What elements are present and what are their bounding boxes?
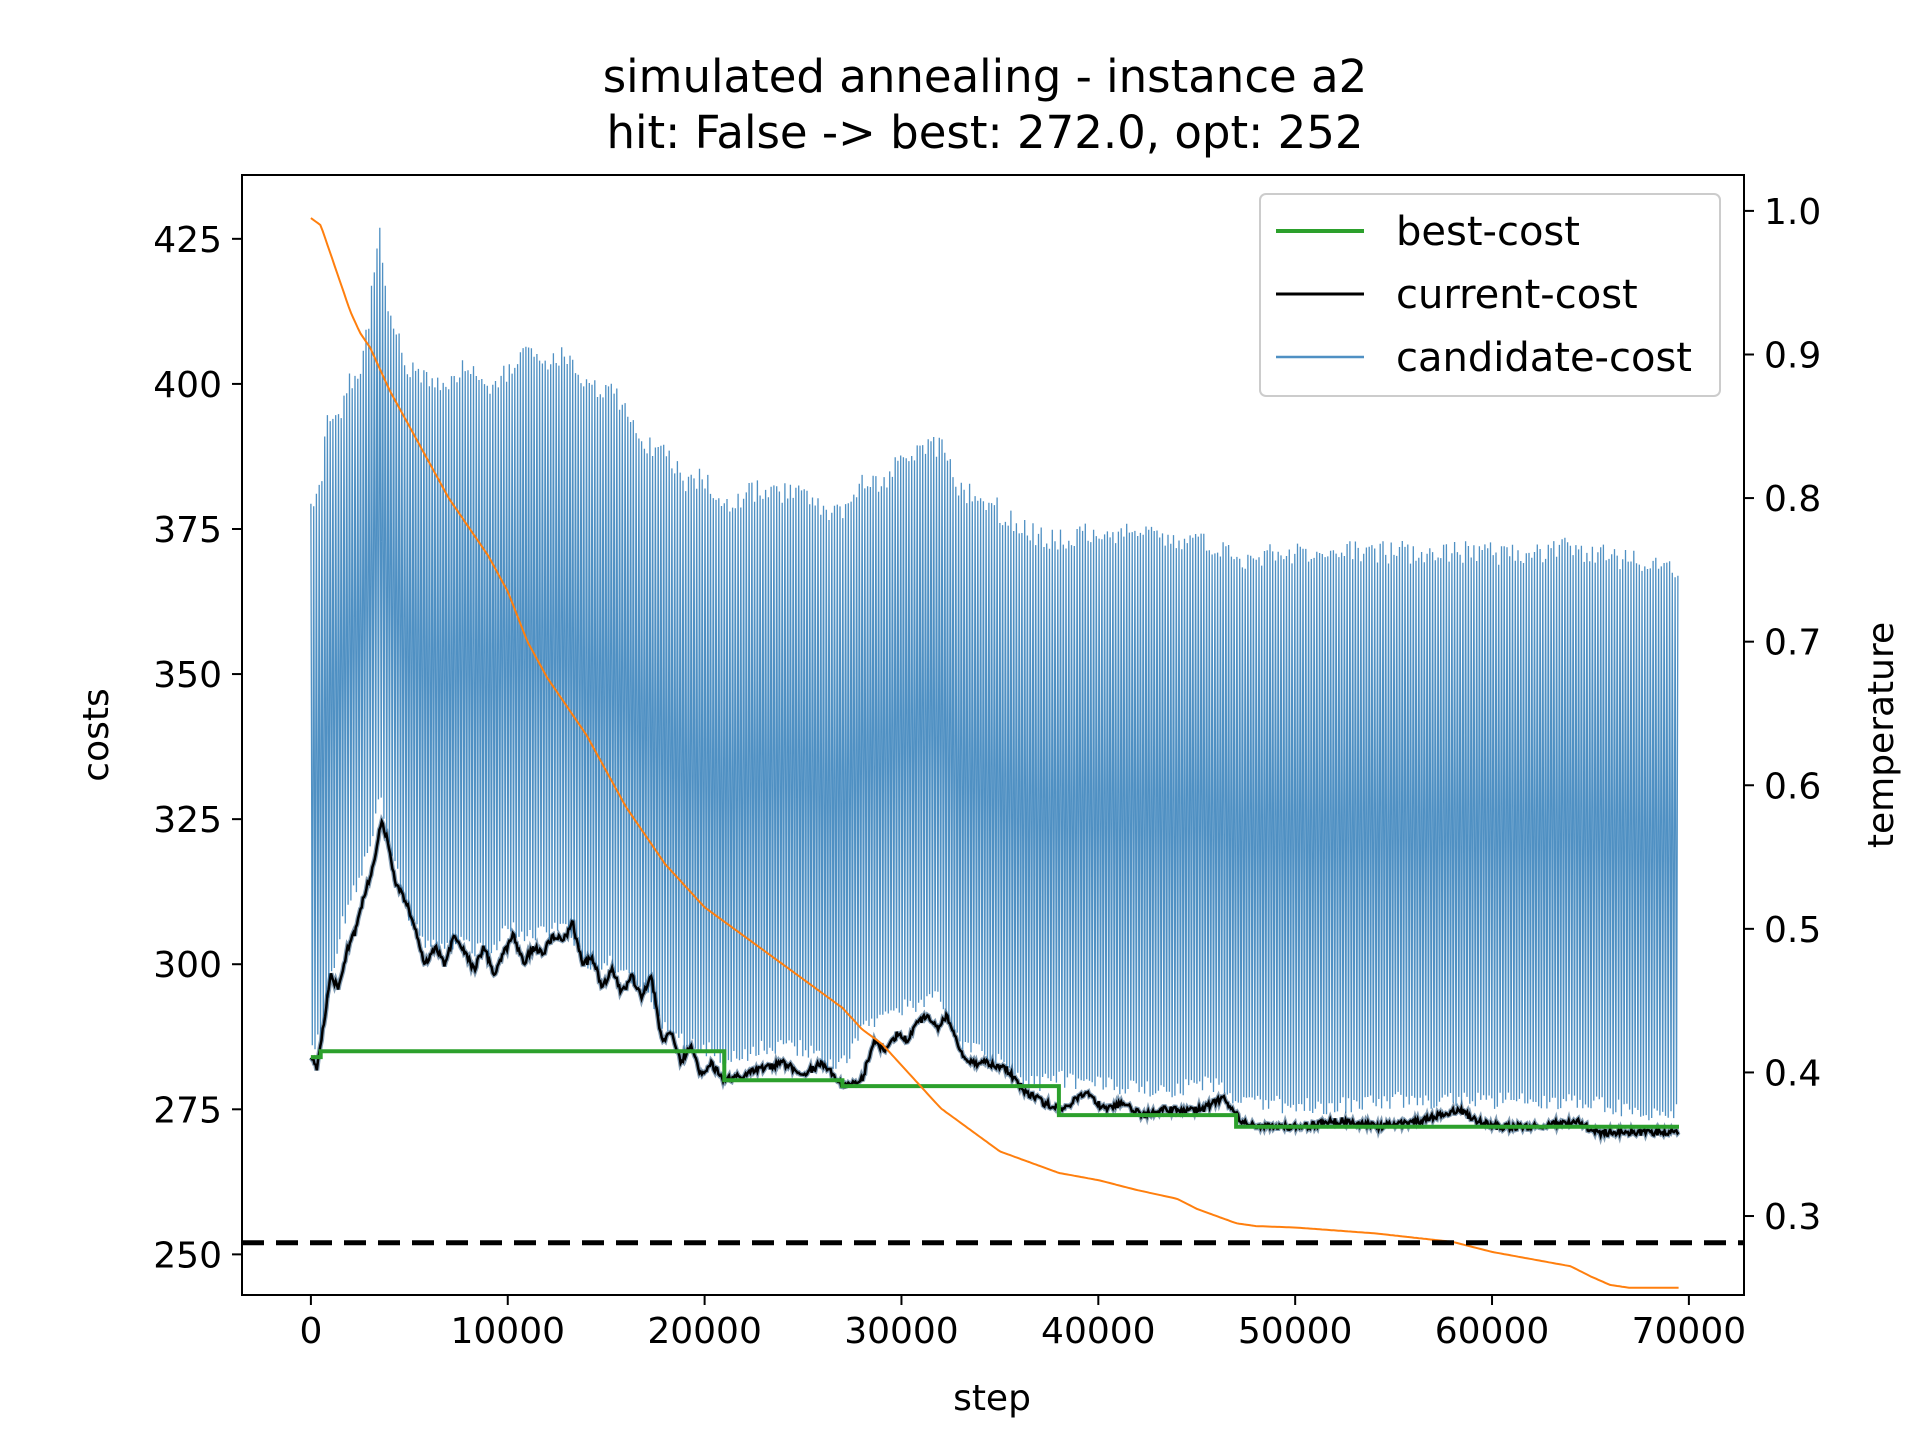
y-axis-right: 0.3 0.4 0.5 0.6 0.7 0.8 0.9 1.0 (1744, 192, 1821, 1238)
y2-tick-label: 0.8 (1764, 479, 1821, 520)
y2-axis-label: temperature (1861, 622, 1902, 848)
x-tick-label: 0 (299, 1311, 322, 1352)
y-tick-label: 300 (153, 945, 222, 986)
legend: best-cost current-cost candidate-cost (1260, 194, 1720, 396)
y2-tick-label: 1.0 (1764, 192, 1821, 233)
chart-title: simulated annealing - instance a2 (603, 50, 1368, 103)
x-tick-label: 30000 (844, 1311, 959, 1352)
legend-label-current-cost: current-cost (1396, 272, 1638, 318)
y-axis-left: 250 275 300 325 350 375 400 425 (153, 220, 242, 1277)
x-tick-label: 60000 (1435, 1311, 1550, 1352)
y-tick-label: 400 (153, 365, 222, 406)
y-tick-label: 375 (153, 510, 222, 551)
y2-tick-label: 0.5 (1764, 910, 1821, 951)
x-axis-label: step (953, 1378, 1031, 1419)
y-tick-label: 350 (153, 655, 222, 696)
legend-label-best-cost: best-cost (1396, 209, 1580, 255)
y2-tick-label: 0.7 (1764, 623, 1821, 664)
y2-tick-label: 0.4 (1764, 1053, 1821, 1094)
x-tick-label: 40000 (1041, 1311, 1156, 1352)
y-tick-label: 275 (153, 1090, 222, 1131)
y2-tick-label: 0.9 (1764, 335, 1821, 376)
x-axis: 0 10000 20000 30000 40000 50000 60000 70000 (299, 1295, 1746, 1352)
chart-subtitle: hit: False -> best: 272.0, opt: 252 (607, 106, 1364, 159)
y-tick-label: 325 (153, 800, 222, 841)
y-tick-label: 250 (153, 1235, 222, 1276)
legend-label-candidate-cost: candidate-cost (1396, 335, 1692, 381)
x-tick-label: 70000 (1632, 1311, 1747, 1352)
y2-tick-label: 0.3 (1764, 1197, 1821, 1238)
y-tick-label: 425 (153, 220, 222, 261)
x-tick-label: 50000 (1238, 1311, 1353, 1352)
x-tick-label: 10000 (450, 1311, 565, 1352)
x-tick-label: 20000 (647, 1311, 762, 1352)
y2-tick-label: 0.6 (1764, 766, 1821, 807)
y-axis-label: costs (76, 688, 117, 781)
